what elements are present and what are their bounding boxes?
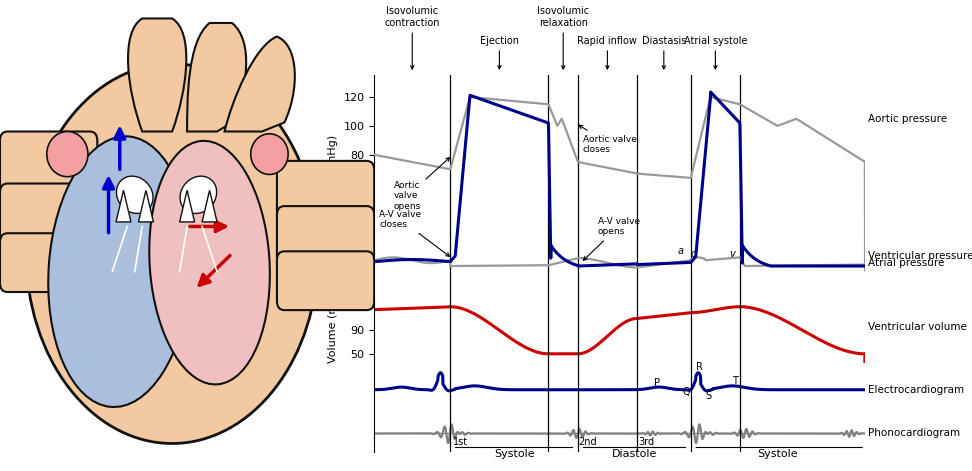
Polygon shape [180,190,194,222]
Polygon shape [116,190,131,222]
Polygon shape [202,190,217,222]
FancyBboxPatch shape [0,233,89,292]
FancyBboxPatch shape [277,206,374,265]
Text: Rapid inflow: Rapid inflow [577,36,638,46]
Ellipse shape [26,64,318,444]
Text: Electrocardiogram: Electrocardiogram [868,385,963,395]
Text: Ventricular pressure: Ventricular pressure [868,251,972,261]
Polygon shape [138,190,154,222]
FancyBboxPatch shape [0,184,109,242]
PathPatch shape [128,18,187,131]
Text: 3rd: 3rd [639,438,655,447]
FancyBboxPatch shape [277,161,374,219]
PathPatch shape [187,23,246,131]
Text: Atrial systole: Atrial systole [683,36,747,46]
Text: Atrial pressure: Atrial pressure [868,258,944,268]
Text: A-V valve
closes: A-V valve closes [379,210,449,256]
Text: Ejection: Ejection [480,36,519,46]
Text: P: P [654,378,660,388]
Y-axis label: Volume (mL): Volume (mL) [328,292,338,363]
Text: Ventricular volume: Ventricular volume [868,322,966,333]
Text: Diastole: Diastole [611,449,657,459]
Text: 1st: 1st [453,438,468,447]
Ellipse shape [47,131,87,177]
Text: T: T [732,376,738,386]
Y-axis label: Pressure (mmHg): Pressure (mmHg) [328,135,338,232]
Ellipse shape [180,176,217,213]
Text: Diastasis: Diastasis [642,36,686,46]
Text: S: S [705,391,712,401]
Text: R: R [696,362,703,372]
Text: Isovolumic
contraction: Isovolumic contraction [385,6,440,28]
Text: v: v [730,249,736,260]
Text: Aortic pressure: Aortic pressure [868,114,947,124]
Text: Phonocardiogram: Phonocardiogram [868,429,959,439]
Text: 2nd: 2nd [578,438,597,447]
PathPatch shape [225,37,295,131]
FancyBboxPatch shape [0,131,97,195]
Text: Systole: Systole [757,449,798,459]
Text: a: a [678,246,684,257]
Text: Q: Q [682,387,690,397]
Ellipse shape [117,176,153,213]
Text: c: c [690,249,696,260]
Text: Isovolumic
relaxation: Isovolumic relaxation [538,6,589,28]
Text: Systole: Systole [494,449,535,459]
Text: Aortic
valve
opens: Aortic valve opens [394,157,450,211]
Ellipse shape [251,134,288,174]
Ellipse shape [49,136,191,407]
Text: Aortic valve
closes: Aortic valve closes [579,125,637,154]
Text: A-V valve
opens: A-V valve opens [583,217,640,260]
FancyBboxPatch shape [277,252,374,310]
Ellipse shape [150,141,270,384]
